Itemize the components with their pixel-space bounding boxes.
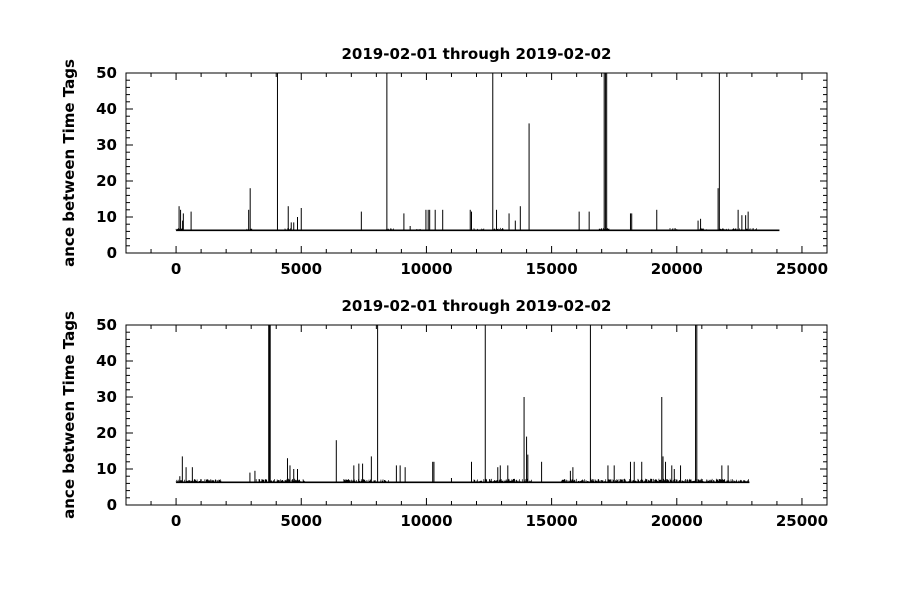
y-tick-label: 0 [107, 244, 117, 262]
x-tick-label: 25000 [776, 512, 828, 530]
x-tick-label: 0 [171, 512, 181, 530]
y-tick-label: 0 [107, 496, 117, 514]
y-tick-label: 10 [96, 460, 117, 478]
y-tick-label: 20 [96, 172, 117, 190]
x-tick-label: 10000 [400, 512, 452, 530]
chart-panel-top: 2019-02-01 through 2019-02-02 ance betwe… [60, 45, 828, 278]
noise-band [473, 228, 485, 231]
x-tick-label: 0 [171, 260, 181, 278]
y-axis-ticks [126, 324, 827, 506]
series-marks [175, 325, 750, 484]
chart-title: 2019-02-01 through 2019-02-02 [342, 45, 612, 63]
y-tick-label: 50 [96, 64, 117, 82]
y-axis-label: ance between Time Tags [60, 311, 78, 519]
y-tick-labels: 0 10 20 30 40 50 [96, 64, 117, 262]
x-tick-label: 20000 [651, 512, 703, 530]
chart-title: 2019-02-01 through 2019-02-02 [342, 297, 612, 315]
x-tick-label: 15000 [526, 512, 578, 530]
y-tick-labels: 0 10 20 30 40 50 [96, 316, 117, 514]
y-tick-label: 10 [96, 208, 117, 226]
x-tick-label: 5000 [280, 512, 322, 530]
series-marks [175, 73, 780, 232]
x-tick-labels: 0 5000 10000 15000 20000 25000 [171, 512, 828, 530]
noise-band [284, 228, 294, 231]
x-axis-ticks [125, 73, 828, 253]
x-axis-ticks [125, 325, 828, 505]
x-tick-label: 15000 [526, 260, 578, 278]
x-tick-labels: 0 5000 10000 15000 20000 25000 [171, 260, 828, 278]
chart-panel-bottom: 2019-02-01 through 2019-02-02 ance betwe… [60, 297, 828, 530]
y-tick-label: 30 [96, 388, 117, 406]
y-tick-label: 20 [96, 424, 117, 442]
noise-band [386, 228, 394, 231]
y-tick-label: 30 [96, 136, 117, 154]
noise-band [668, 228, 678, 231]
noise-band [175, 228, 184, 231]
x-tick-label: 25000 [776, 260, 828, 278]
y-tick-label: 40 [96, 100, 117, 118]
noise-band [416, 229, 424, 231]
x-tick-label: 10000 [400, 260, 452, 278]
plot-frame [125, 72, 828, 254]
noise-band [255, 478, 307, 483]
x-tick-label: 5000 [280, 260, 322, 278]
y-tick-label: 50 [96, 316, 117, 334]
y-axis-ticks [126, 72, 827, 254]
noise-band [473, 478, 532, 483]
y-tick-label: 40 [96, 352, 117, 370]
x-tick-label: 20000 [651, 260, 703, 278]
y-axis-label: ance between Time Tags [60, 59, 78, 267]
